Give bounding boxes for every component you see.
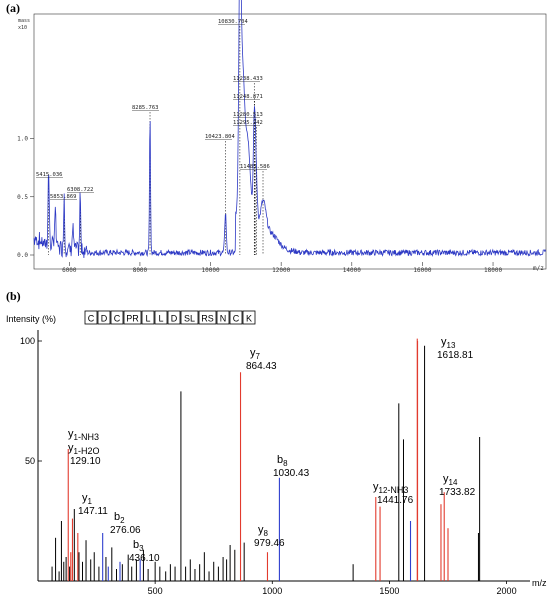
panel-a-label: (a) (6, 1, 20, 15)
ion-mz-label: 1030.43 (273, 468, 310, 479)
x-tick-label: 2000 (497, 586, 517, 596)
x-tick-label: 10000 (202, 267, 220, 274)
x-tick-label: 8000 (133, 267, 148, 274)
sequence-residue: SL (184, 314, 195, 324)
sequence-residue: L (145, 314, 150, 324)
x-tick-label: 14000 (343, 267, 361, 274)
ion-label: y13 (441, 336, 456, 350)
panel-a-ticks: 6000 8000 10000 12000 14000 16000 18000 0.0 0.5 1… (17, 136, 502, 275)
sequence-box (229, 310, 243, 325)
ion-mz-label: 864.43 (246, 361, 277, 372)
intensity-label: Intensity (%) (6, 314, 56, 324)
y-tick-label: 0.0 (17, 252, 28, 259)
sequence-box (110, 310, 124, 325)
ion-label: y14 (443, 473, 458, 487)
ion-label: y1 (82, 492, 93, 506)
sequence-box (154, 310, 168, 325)
sequence-box (123, 310, 142, 325)
sequence-box (84, 310, 98, 325)
peak-label: 11485.586 (240, 164, 270, 170)
ion-label: y1-H2O (68, 442, 99, 456)
peak-label: 6308.722 (67, 187, 94, 193)
panel-b-x-unit: m/z (532, 578, 547, 588)
peak-label: 11280.513 (233, 112, 263, 118)
panel-b-peaks (51, 338, 481, 581)
sequence-residue: K (246, 314, 252, 324)
panel-a: (a) mass x10 m/z 6000 8000 10000 12000 14000… (6, 0, 547, 275)
x-tick-label: 6000 (62, 267, 77, 274)
x-tick-label: 1000 (262, 586, 282, 596)
ion-mz-label: 1441.76 (377, 495, 414, 506)
peptide-sequence: C D C PR L L D SL RS N C K (84, 310, 256, 325)
y-unit-line2: x10 (18, 25, 27, 31)
sequence-residue: PR (126, 314, 139, 324)
peak-label: 5853.869 (50, 194, 77, 200)
sequence-box (242, 310, 256, 325)
peak-label: 10830.704 (218, 19, 248, 25)
peak-label: 11295.242 (233, 120, 263, 126)
ion-label: y12-NH3 (373, 481, 408, 495)
sequence-residue: D (101, 314, 108, 324)
sequence-box (97, 310, 111, 325)
x-tick-label: 1500 (379, 586, 399, 596)
panel-a-frame (33, 13, 547, 270)
peak-label: 11238.433 (233, 76, 263, 82)
panel-b-label: (b) (6, 289, 21, 303)
sequence-residue: C (114, 314, 121, 324)
ion-mz-label: 1618.81 (437, 350, 474, 361)
x-tick-label: 18000 (484, 267, 502, 274)
x-unit-label: m/z (533, 265, 544, 272)
sequence-residue: C (88, 314, 95, 324)
panel-b: (b) Intensity (%) C D C PR L L D SL RS N C K 501005… (6, 289, 547, 596)
sequence-residue: N (220, 314, 227, 324)
ion-mz-label: 979.46 (254, 538, 285, 549)
y-unit-line1: mass (18, 18, 30, 24)
sequence-box (141, 310, 155, 325)
ion-label: y1-NH3 (68, 428, 99, 442)
ion-label: b3 (133, 539, 144, 553)
ion-label: b8 (277, 454, 288, 468)
sequence-box (167, 310, 181, 325)
sequence-residue: RS (201, 314, 214, 324)
ion-mz-label: 129.10 (70, 456, 101, 467)
sequence-residue: L (158, 314, 163, 324)
x-tick-label: 500 (148, 586, 163, 596)
y-tick-label: 50 (25, 456, 35, 466)
y-tick-label: 100 (20, 336, 35, 346)
sequence-box (180, 310, 199, 325)
peak-label: 10423.804 (205, 134, 235, 140)
peak-label: 5415.036 (36, 172, 63, 178)
sequence-residue: C (233, 314, 240, 324)
sequence-box (216, 310, 230, 325)
x-tick-label: 16000 (413, 267, 431, 274)
ion-mz-label: 276.06 (110, 525, 141, 536)
peak-label: 11248.871 (233, 94, 263, 100)
ion-label: b2 (114, 511, 125, 525)
ion-label: y7 (250, 347, 261, 361)
peak-label: 8285.763 (132, 105, 159, 111)
sequence-residue: D (171, 314, 178, 324)
sequence-box (198, 310, 217, 325)
ion-mz-label: 1733.82 (439, 487, 476, 498)
spectrum-trace (33, 0, 546, 259)
ion-label: y8 (258, 524, 269, 538)
y-tick-label: 0.5 (17, 194, 28, 201)
y-tick-label: 1.0 (17, 136, 28, 143)
ion-mz-label: 436.10 (129, 553, 160, 564)
ion-mz-label: 147.11 (78, 506, 108, 517)
x-tick-label: 12000 (272, 267, 290, 274)
